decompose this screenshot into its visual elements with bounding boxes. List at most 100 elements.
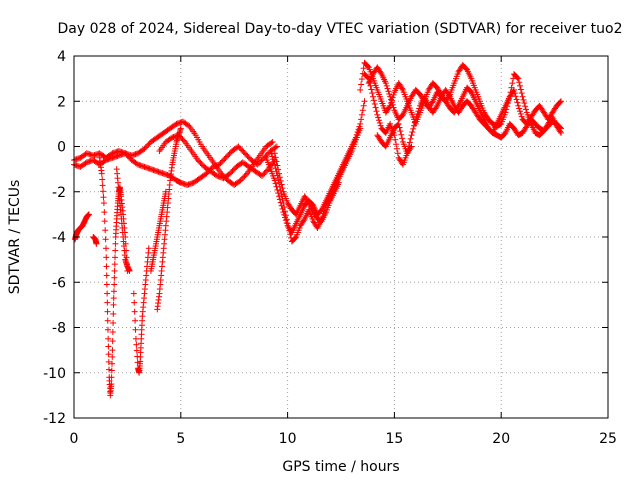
data-point bbox=[104, 326, 111, 333]
data-point bbox=[376, 119, 383, 126]
data-point bbox=[268, 139, 275, 146]
data-point bbox=[508, 84, 515, 91]
data-point bbox=[407, 144, 414, 151]
data-point bbox=[389, 101, 396, 108]
data-point bbox=[243, 151, 250, 158]
data-point bbox=[277, 177, 284, 184]
data-point bbox=[131, 308, 138, 315]
data-point bbox=[406, 139, 413, 146]
data-point bbox=[279, 185, 286, 192]
data-point bbox=[515, 102, 522, 109]
data-point bbox=[258, 172, 265, 179]
data-point bbox=[274, 162, 281, 169]
data-point bbox=[272, 144, 279, 151]
y-tick-label: 4 bbox=[57, 49, 66, 65]
data-point bbox=[261, 170, 268, 177]
data-point bbox=[133, 160, 140, 167]
data-point bbox=[509, 80, 516, 87]
series-dip-1 bbox=[72, 211, 92, 243]
y-tick-label: -6 bbox=[52, 275, 66, 291]
data-point bbox=[519, 93, 526, 100]
y-axis-label: SDTVAR / TECUs bbox=[7, 180, 23, 295]
data-point bbox=[395, 120, 402, 127]
data-point bbox=[132, 317, 139, 324]
data-point bbox=[281, 204, 288, 211]
data-point bbox=[110, 288, 117, 295]
data-point bbox=[145, 245, 152, 252]
data-point bbox=[240, 174, 247, 181]
data-point bbox=[101, 209, 108, 216]
data-point bbox=[220, 157, 227, 164]
data-point bbox=[516, 108, 523, 115]
series-late-d bbox=[374, 120, 415, 157]
data-point bbox=[387, 93, 394, 100]
data-point bbox=[375, 114, 382, 121]
series-dip-2 bbox=[96, 154, 131, 399]
data-point bbox=[262, 168, 269, 175]
data-point bbox=[179, 136, 186, 143]
data-point bbox=[514, 99, 521, 106]
data-point bbox=[273, 143, 280, 150]
data-point bbox=[408, 143, 415, 150]
data-point bbox=[390, 91, 397, 98]
data-point bbox=[521, 100, 528, 107]
data-point bbox=[271, 161, 278, 168]
y-tick-label: 2 bbox=[57, 94, 66, 110]
data-point bbox=[415, 108, 422, 115]
data-point bbox=[390, 104, 397, 111]
data-point bbox=[177, 125, 184, 132]
data-point bbox=[387, 96, 394, 103]
data-point bbox=[388, 99, 395, 106]
data-point bbox=[222, 154, 229, 161]
data-point bbox=[110, 301, 117, 308]
data-point bbox=[131, 299, 138, 306]
data-point bbox=[257, 158, 264, 165]
data-point bbox=[412, 116, 419, 123]
data-point bbox=[229, 167, 236, 174]
data-point bbox=[102, 236, 109, 243]
data-point bbox=[409, 129, 416, 136]
data-point bbox=[518, 90, 525, 97]
data-point bbox=[272, 154, 279, 161]
data-point bbox=[276, 174, 283, 181]
data-point bbox=[287, 231, 294, 238]
data-point bbox=[516, 82, 523, 89]
axis-ticks: 0 5 10 15 20 25 -12 -10 -8 -6 -4 -2 0 2 4 bbox=[43, 49, 617, 447]
data-point bbox=[513, 96, 520, 103]
data-point bbox=[276, 170, 283, 177]
data-point bbox=[197, 159, 204, 166]
data-point bbox=[105, 358, 112, 365]
data-point bbox=[108, 367, 115, 374]
data-point bbox=[515, 75, 522, 82]
data-point bbox=[414, 110, 421, 117]
data-point bbox=[241, 150, 248, 157]
data-point bbox=[274, 186, 281, 193]
data-point bbox=[85, 211, 92, 218]
data-point bbox=[282, 212, 289, 219]
data-point bbox=[111, 261, 118, 268]
x-tick-label: 25 bbox=[599, 431, 617, 447]
series-dip-3 bbox=[113, 166, 133, 274]
data-point bbox=[382, 80, 389, 87]
data-point bbox=[396, 124, 403, 131]
data-point bbox=[300, 217, 307, 224]
data-point bbox=[103, 272, 110, 279]
data-point bbox=[360, 65, 367, 72]
data-point bbox=[454, 104, 461, 111]
data-point bbox=[82, 160, 89, 167]
data-point bbox=[357, 86, 364, 93]
series-late-b bbox=[361, 71, 565, 168]
data-point bbox=[105, 351, 112, 358]
data-point bbox=[410, 125, 417, 132]
data-point bbox=[180, 137, 187, 144]
data-point bbox=[109, 338, 116, 345]
series-dip-5b bbox=[147, 188, 169, 274]
data-point bbox=[218, 158, 225, 165]
data-point bbox=[104, 317, 111, 324]
data-point bbox=[111, 281, 118, 288]
data-point bbox=[399, 85, 406, 92]
data-point bbox=[106, 366, 113, 373]
data-point bbox=[398, 131, 405, 138]
data-point bbox=[103, 254, 110, 261]
data-point bbox=[269, 138, 276, 145]
